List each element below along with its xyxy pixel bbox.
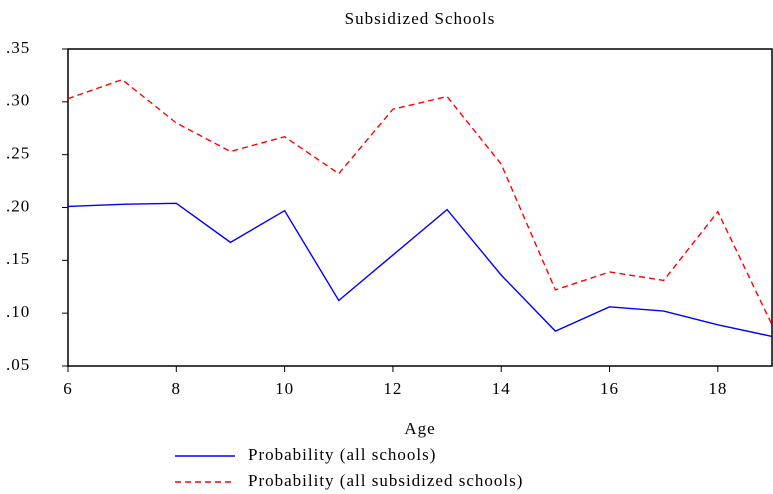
plot-frame: [67, 48, 773, 367]
x-tick-label: 10: [275, 379, 294, 398]
x-axis-label: Age: [404, 419, 435, 438]
legend-label: Probability (all schools): [248, 445, 436, 464]
y-tick-label: .15: [6, 249, 30, 268]
x-tick-label: 12: [383, 379, 402, 398]
x-tick-label: 14: [492, 379, 511, 398]
legend-label: Probability (all subsidized schools): [248, 471, 523, 490]
y-tick-label: .35: [6, 38, 30, 57]
data-line: [67, 202, 773, 338]
x-tick-label: 18: [708, 379, 727, 398]
y-tick-label: .10: [6, 302, 30, 321]
x-tick-label: 8: [172, 379, 182, 398]
x-tick-label: 6: [63, 379, 73, 398]
chart-title: Subsidized Schools: [345, 9, 496, 28]
y-tick-label: .20: [6, 196, 30, 215]
x-tick-label: 16: [600, 379, 619, 398]
y-tick-label: .30: [6, 91, 30, 110]
y-tick-label: .25: [6, 144, 30, 163]
data-line: [67, 78, 773, 326]
y-tick-label: .05: [6, 355, 30, 374]
